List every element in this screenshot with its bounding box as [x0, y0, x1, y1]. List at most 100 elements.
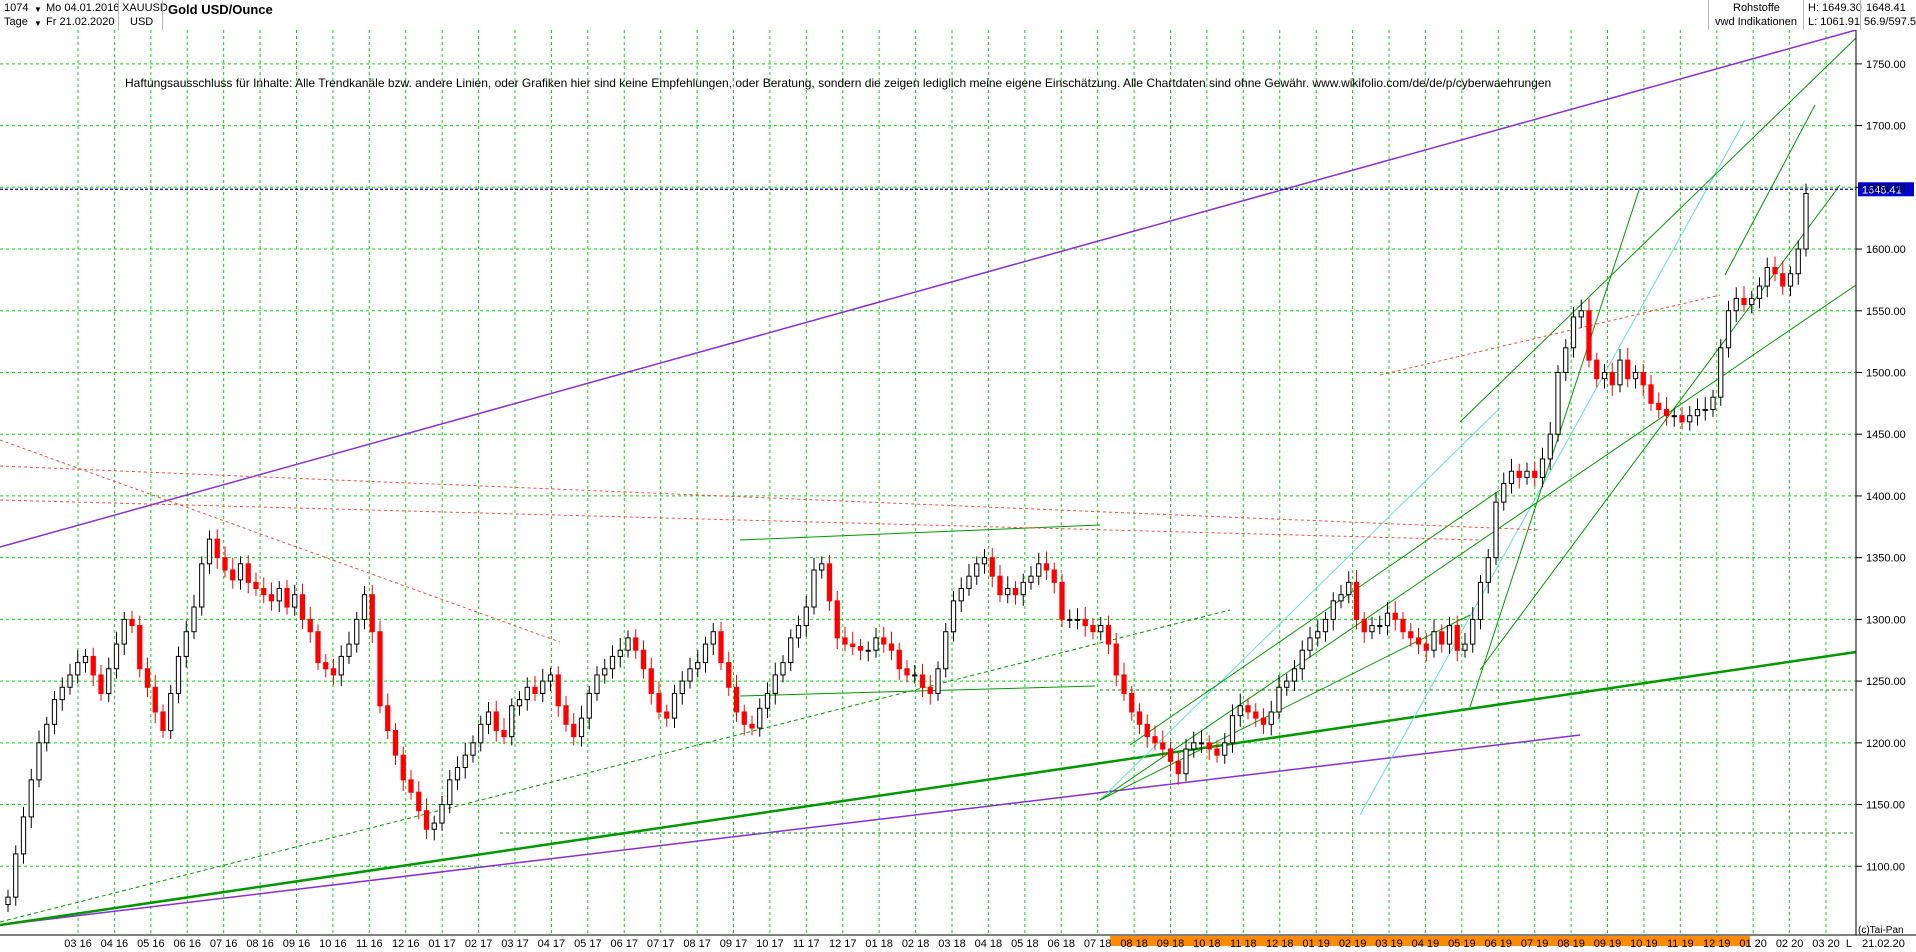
- candle-body: [1632, 371, 1639, 380]
- scale-mode-text: L: [1846, 938, 1852, 950]
- x-tick-label: 08 17: [683, 938, 711, 950]
- candle-body: [625, 637, 631, 651]
- candle-body: [617, 649, 623, 657]
- copyright-text: (c)Tai-Pan: [1858, 925, 1904, 936]
- candle-body: [392, 729, 399, 756]
- source-label: vwd Indikationen: [1715, 16, 1797, 28]
- candle-body: [206, 538, 213, 565]
- candle-body: [1206, 742, 1212, 750]
- candle-body: [423, 810, 430, 830]
- bar-count-dropdown-icon[interactable]: ▼: [34, 5, 42, 14]
- candle-body: [447, 779, 453, 806]
- candle-body: [664, 711, 670, 719]
- x-tick-label: 09 19: [1594, 938, 1622, 950]
- candle-body: [958, 588, 964, 602]
- y-tick-label: 1750.00: [1866, 59, 1906, 71]
- candle-body: [1601, 371, 1608, 380]
- x-tick-label: 04 19: [1412, 938, 1440, 950]
- candle-body: [1725, 310, 1732, 349]
- candle-body: [1222, 742, 1228, 756]
- trend-line: [1379, 294, 1721, 376]
- trend-line: [1724, 104, 1816, 276]
- x-tick-label: 08 16: [246, 938, 274, 950]
- candle-body: [1772, 267, 1778, 275]
- candle-body: [1431, 631, 1437, 651]
- x-tick-label: 06 16: [173, 938, 201, 950]
- candle-body: [323, 662, 329, 670]
- candle-body: [532, 686, 538, 694]
- candle-body: [168, 692, 174, 731]
- candle-body: [1160, 742, 1166, 750]
- candle-body: [524, 686, 530, 701]
- candle-body: [1795, 248, 1801, 275]
- x-tick-label: 09 17: [720, 938, 748, 950]
- candle-body: [997, 575, 1003, 596]
- candle-body: [656, 692, 662, 713]
- candle-body: [1167, 748, 1174, 762]
- x-tick-label: 12 18: [1266, 938, 1294, 950]
- x-tick-label: 03 19: [1375, 938, 1403, 950]
- candle-body: [245, 563, 251, 583]
- candle-body: [633, 637, 639, 651]
- candle-body: [602, 668, 608, 676]
- interval-selector[interactable]: Tage: [4, 16, 28, 28]
- candle-body: [268, 594, 275, 602]
- candle-body: [981, 557, 988, 565]
- candle-body: [1702, 409, 1708, 412]
- candle-body: [400, 754, 406, 781]
- candle-body: [989, 557, 995, 577]
- candle-body: [183, 631, 189, 657]
- candle-body: [299, 594, 306, 620]
- candle-body: [1082, 618, 1088, 627]
- bar-count: 1074: [4, 2, 29, 14]
- candle-body: [1384, 612, 1391, 627]
- candle-body: [137, 625, 143, 670]
- candle-body: [1617, 359, 1623, 386]
- x-tick-label: 07 17: [647, 938, 675, 950]
- candle-body: [1369, 625, 1375, 633]
- candle-body: [1609, 371, 1615, 386]
- candle-body: [795, 625, 802, 639]
- x-tick-label: 04 16: [101, 938, 129, 950]
- x-tick-label: 01 18: [865, 938, 893, 950]
- interval-dropdown-icon[interactable]: ▼: [34, 19, 42, 28]
- candle-body: [1067, 618, 1073, 621]
- candle-body: [865, 649, 871, 652]
- symbol: XAUUSD: [122, 2, 168, 14]
- x-tick-label: 02 20: [1776, 938, 1804, 950]
- candle-body: [1253, 711, 1259, 719]
- candle-body: [509, 705, 515, 738]
- price-chart[interactable]: 1648.41 1100.00 1150.00 1200.00 1250.00 1300…: [0, 30, 1916, 952]
- low-value: L: 1061.91: [1808, 16, 1860, 28]
- last-price-label-bg: [1858, 182, 1914, 197]
- candle-body: [175, 655, 182, 694]
- candle-body: [1532, 470, 1538, 478]
- x-tick-label: 10 19: [1630, 938, 1658, 950]
- candle-body: [966, 575, 972, 590]
- x-tick-label: 02 18: [902, 938, 930, 950]
- candle-body: [1508, 470, 1515, 485]
- disclaimer-text: Haftungsausschluss für Inhalte: Alle Tre…: [125, 76, 1551, 90]
- candle-body: [67, 674, 73, 688]
- trend-line: [0, 499, 1481, 541]
- instrument-title: Gold USD/Ounce: [168, 2, 273, 17]
- candle-body: [369, 594, 375, 633]
- candle-body: [896, 649, 902, 670]
- x-tick-label: 02 17: [465, 938, 493, 950]
- candle-body: [1640, 371, 1646, 386]
- candle-body: [842, 637, 848, 645]
- candle-body: [1671, 415, 1677, 418]
- candle-body: [1098, 625, 1104, 633]
- candle-body: [307, 618, 313, 633]
- candle-body: [1020, 581, 1026, 596]
- candle-body: [702, 643, 709, 664]
- candle-body: [1299, 649, 1305, 670]
- candle-body: [59, 686, 65, 701]
- candle-body: [1694, 409, 1701, 417]
- candle-body: [1439, 631, 1445, 645]
- x-tick-label: 06 18: [1047, 938, 1075, 950]
- candle-body: [718, 631, 724, 664]
- candle-body: [222, 557, 228, 571]
- from-date: Mo 04.01.2016: [46, 2, 120, 14]
- candle-body: [1392, 612, 1398, 620]
